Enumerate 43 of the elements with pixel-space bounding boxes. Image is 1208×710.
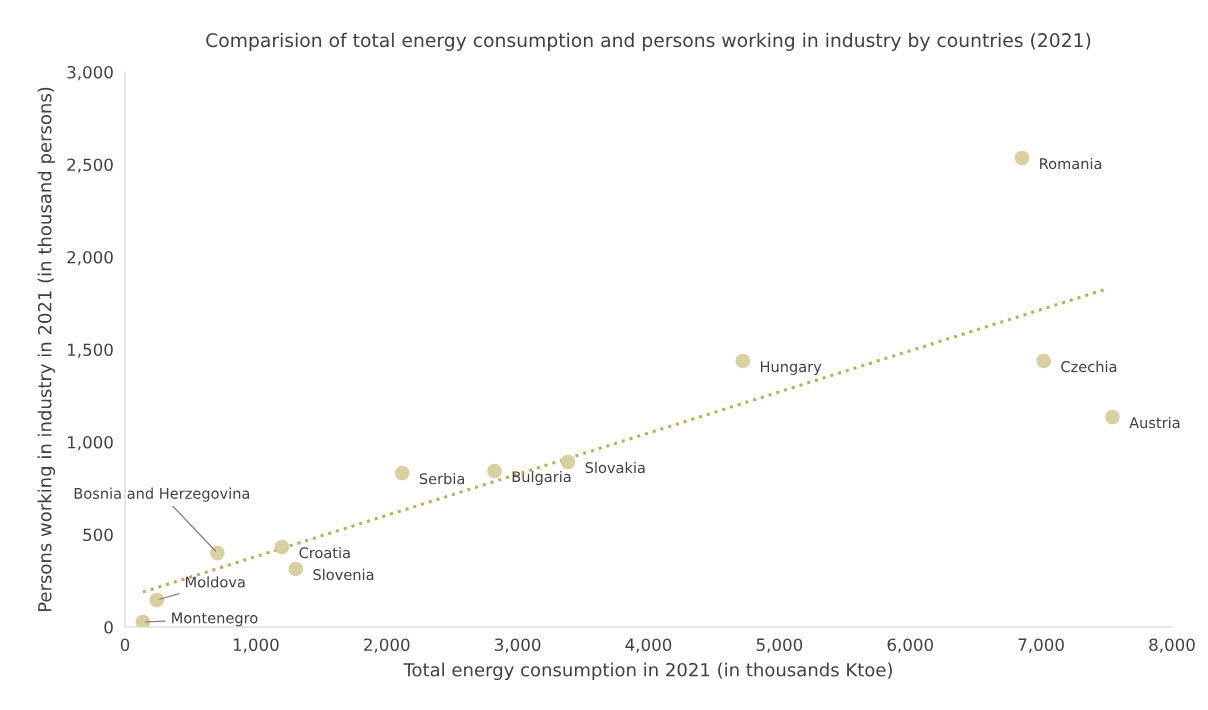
- point: [274, 539, 290, 555]
- annotation: Romania: [1040, 157, 1102, 170]
- annotation: Slovakia: [585, 461, 645, 474]
- x-tick-label: 6,000: [887, 638, 933, 653]
- annotation: Moldova: [186, 576, 245, 588]
- y-tick-label: 500: [83, 528, 113, 542]
- x-tick-label: 5,000: [756, 638, 803, 653]
- y-tick-label: 1,500: [68, 343, 113, 358]
- annotation: Austria: [1129, 416, 1180, 429]
- x-tick-label: 1,000: [233, 638, 279, 653]
- point: [560, 454, 576, 470]
- x-axis-title: Total energy consumption in 2021 (in thousands Ktoe): [403, 662, 892, 681]
- point: [1014, 150, 1030, 166]
- x-tick-label: 2,000: [364, 638, 410, 653]
- point: [735, 353, 751, 369]
- point: [210, 545, 225, 561]
- annotation: Montenegro: [172, 612, 258, 627]
- x-tick-label: 4,000: [625, 638, 672, 653]
- x-tick-label: 8,000: [1149, 638, 1195, 653]
- y-tick-label: 3,000: [67, 65, 113, 81]
- point: [288, 561, 304, 577]
- annotation: Slovenia: [313, 568, 374, 581]
- y-tick-label: 2,500: [67, 158, 113, 173]
- x-tick-label: 7,000: [1018, 638, 1064, 653]
- y-tick-label: 2,000: [67, 250, 113, 266]
- annotation: Bulgaria: [512, 470, 571, 486]
- y-tick-label: 1,000: [68, 435, 113, 451]
- annotation: Czechia: [1061, 360, 1117, 373]
- x-tick-label: 0: [120, 638, 130, 652]
- annotation: Bosnia and Herzegovina: [74, 487, 250, 502]
- point: [1036, 353, 1052, 369]
- y-tick-label: 0: [104, 620, 113, 634]
- annotation: Croatia: [299, 546, 350, 559]
- point: [135, 614, 151, 627]
- annotation: Hungary: [760, 361, 822, 375]
- chart-title: Comparision of total energy consumption and persons working in industry by countries (2021): [206, 32, 1091, 51]
- point: [1105, 409, 1120, 425]
- point: [394, 465, 410, 481]
- y-axis-title: Persons working in industry in 2021 (in thousand persons): [37, 87, 56, 612]
- point: [149, 592, 165, 608]
- point: [487, 463, 502, 479]
- x-tick-label: 3,000: [495, 638, 541, 653]
- annotation: Serbia: [419, 472, 465, 485]
